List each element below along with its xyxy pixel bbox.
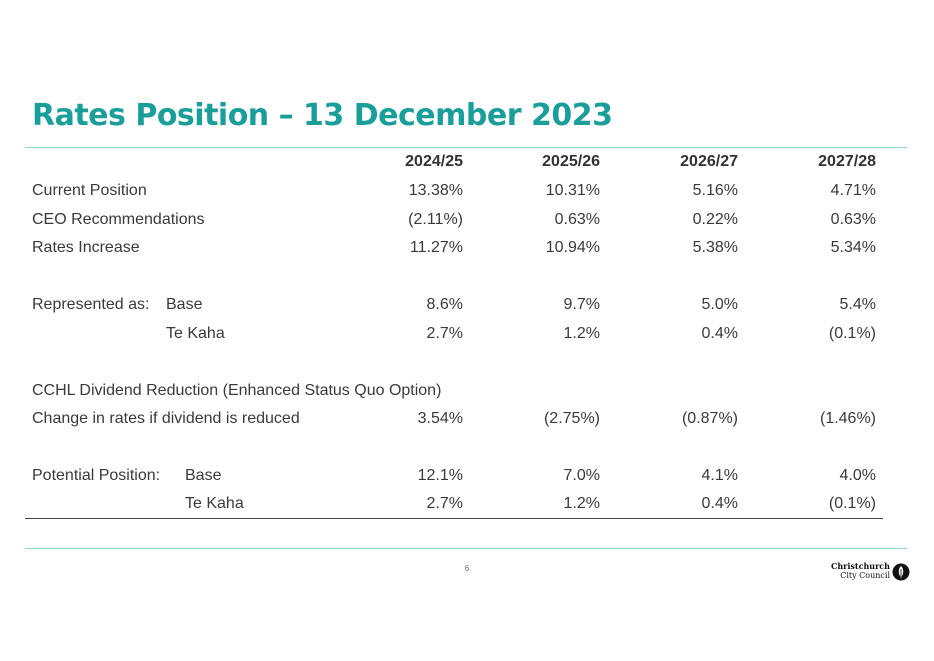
table-cell: 2.7% — [426, 325, 463, 342]
table-bottom-border — [25, 518, 883, 519]
table-cell: 5.34% — [830, 239, 876, 256]
table-cell: 11.27% — [409, 239, 463, 256]
footer-divider — [25, 548, 907, 549]
table-cell: 2.7% — [426, 495, 463, 512]
table-cell: 7.0% — [563, 467, 600, 484]
column-header-2025-26: 2025/26 — [542, 153, 600, 170]
table-cell: 1.2% — [563, 325, 600, 342]
table-cell: 8.6% — [426, 296, 463, 313]
table-cell: 4.1% — [701, 467, 738, 484]
table-cell: 12.1% — [417, 467, 463, 484]
council-logo: Christchurch City Council — [826, 562, 910, 584]
row-label: Change in rates if dividend is reduced — [32, 410, 300, 427]
column-header-2024-25: 2024/25 — [405, 153, 463, 170]
section-heading: CCHL Dividend Reduction (Enhanced Status… — [32, 382, 442, 399]
table-cell: (0.1%) — [828, 495, 876, 512]
row-label: CEO Recommendations — [32, 211, 205, 228]
table-cell: (1.46%) — [819, 410, 876, 427]
table-cell: 10.94% — [545, 239, 600, 256]
logo-line-2: City Council — [840, 571, 890, 580]
table-cell: 4.0% — [839, 467, 876, 484]
table-cell: 4.71% — [830, 182, 876, 199]
table-cell: 1.2% — [563, 495, 600, 512]
table-cell: 0.4% — [701, 495, 738, 512]
table-cell: 5.16% — [692, 182, 738, 199]
table-cell: 13.38% — [408, 182, 463, 199]
row-label: Current Position — [32, 182, 147, 199]
table-cell: 0.4% — [701, 325, 738, 342]
page-number: 6 — [464, 564, 470, 573]
table-cell: 0.63% — [554, 211, 600, 228]
table-cell: 5.4% — [839, 296, 876, 313]
table-cell: (2.11%) — [408, 211, 463, 228]
table-cell: (2.75%) — [543, 410, 600, 427]
fern-circle-icon — [892, 563, 910, 581]
logo-wordmark: Christchurch City Council — [826, 561, 890, 581]
row-sublabel: Te Kaha — [185, 495, 244, 512]
title-divider — [25, 147, 907, 148]
table-cell: 5.38% — [692, 239, 738, 256]
row-sublabel: Te Kaha — [166, 325, 225, 342]
row-label: Potential Position: — [32, 467, 161, 484]
row-label: Rates Increase — [32, 239, 140, 256]
table-cell: 5.0% — [701, 296, 738, 313]
row-label: Represented as: — [32, 296, 150, 313]
table-cell: (0.1%) — [828, 325, 876, 342]
table-cell: (0.87%) — [681, 410, 738, 427]
table-cell: 0.22% — [692, 211, 738, 228]
row-sublabel: Base — [185, 467, 222, 484]
column-header-2026-27: 2026/27 — [680, 153, 738, 170]
row-sublabel: Base — [166, 296, 203, 313]
logo-line-1: Christchurch — [830, 561, 890, 571]
table-cell: 10.31% — [545, 182, 600, 199]
table-cell: 9.7% — [563, 296, 600, 313]
column-header-2027-28: 2027/28 — [818, 153, 876, 170]
table-cell: 0.63% — [830, 211, 876, 228]
page-title: Rates Position – 13 December 2023 — [32, 98, 613, 133]
table-cell: 3.54% — [417, 410, 463, 427]
